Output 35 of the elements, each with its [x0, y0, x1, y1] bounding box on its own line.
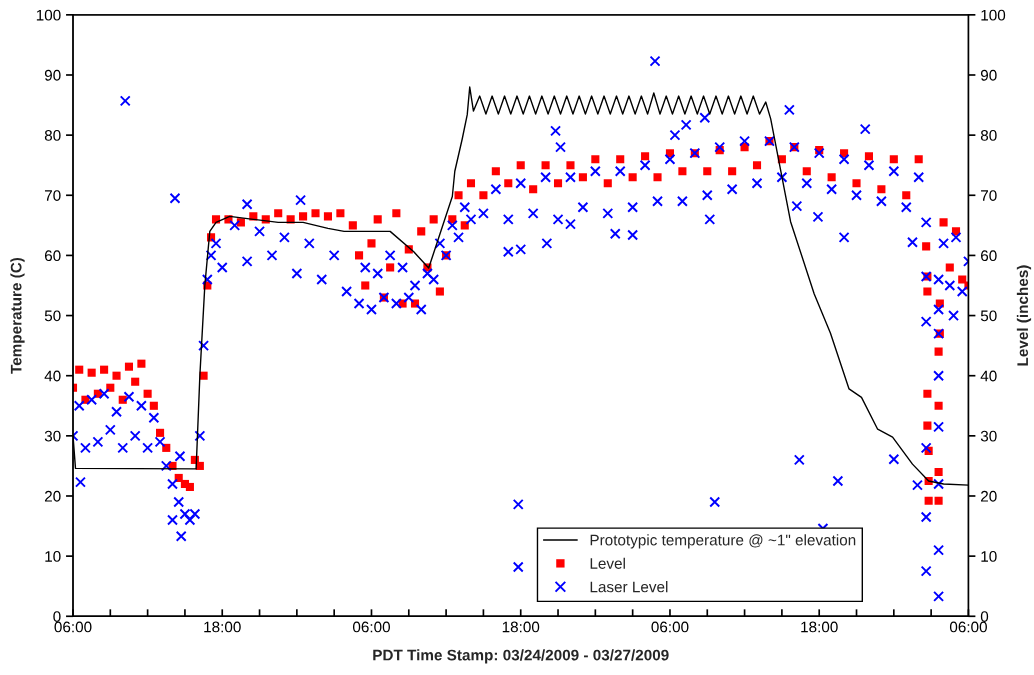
y-tick-label: 0 — [53, 611, 61, 622]
y2-tick-label: 0 — [980, 611, 989, 622]
y2-tick-label: 30 — [980, 430, 997, 442]
y-tick-label: 100 — [36, 9, 61, 21]
y-tick-label: 20 — [44, 490, 61, 502]
y-tick-label: 10 — [45, 551, 61, 562]
x-tick-label: 18:00 — [204, 621, 241, 633]
y-tick-label: 30 — [44, 430, 61, 442]
x-tick-label: 06:00 — [651, 621, 689, 633]
x-tick-label: 06:00 — [949, 621, 987, 633]
y2-axis-title: Level (inches) — [1016, 265, 1032, 366]
x-tick-label: 06:00 — [54, 621, 92, 633]
y2-tick-label: 100 — [981, 9, 1006, 21]
x-tick-label: 18:00 — [502, 621, 540, 633]
y-tick-label: 70 — [44, 190, 61, 201]
x-tick-label: 18:00 — [801, 621, 838, 633]
y-tick-label: 90 — [44, 69, 61, 81]
y2-tick-label: 60 — [981, 250, 997, 262]
x-tick-label: 06:00 — [352, 621, 390, 633]
y2-tick-label: 50 — [980, 310, 997, 322]
y-tick-label: 50 — [44, 310, 61, 322]
y2-tick-label: 20 — [981, 490, 997, 502]
y-tick-label: 60 — [44, 250, 61, 262]
y-axis-title: Temperature (C) — [10, 257, 25, 374]
legend-label: Level — [590, 557, 625, 569]
y2-tick-label: 80 — [980, 130, 997, 141]
y-tick-label: 80 — [44, 130, 61, 141]
y2-tick-label: 70 — [981, 190, 997, 201]
x-axis-title: PDT Time Stamp: 03/24/2009 - 03/27/2009 — [373, 649, 669, 664]
y2-tick-label: 40 — [980, 370, 997, 382]
legend-label: Laser Level — [590, 581, 668, 593]
y2-tick-label: 10 — [981, 551, 997, 562]
legend-label: Prototypic temperature @ ~1" elevation — [590, 534, 856, 549]
y2-tick-label: 90 — [980, 69, 997, 81]
y-tick-label: 40 — [44, 370, 61, 382]
